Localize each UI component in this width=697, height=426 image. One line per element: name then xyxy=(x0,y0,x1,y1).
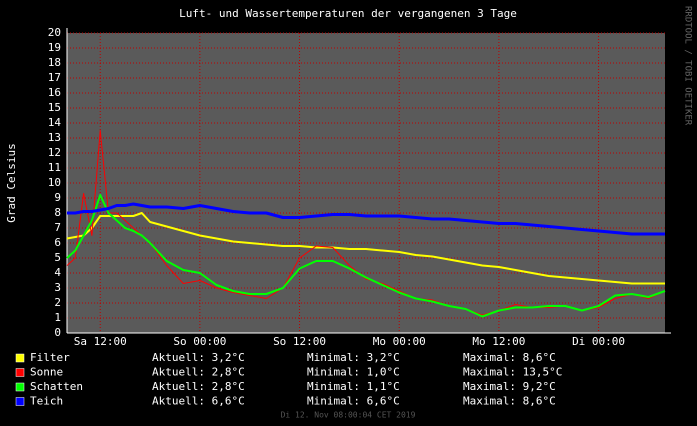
y-tick-label: 14 xyxy=(48,116,62,129)
y-tick-label: 17 xyxy=(48,71,61,84)
legend-swatch xyxy=(15,353,25,363)
y-tick-label: 5 xyxy=(54,251,61,264)
y-tick-label: 20 xyxy=(48,26,61,39)
watermark: RRDTOOL / TOBI OETIKER xyxy=(683,6,693,126)
legend-stat: Minimal: 1,0°C xyxy=(307,366,400,379)
y-tick-label: 9 xyxy=(54,191,61,204)
y-tick-label: 15 xyxy=(48,101,61,114)
y-tick-label: 0 xyxy=(54,326,61,339)
x-tick-label: Mo 12:00 xyxy=(472,335,525,348)
y-tick-label: 13 xyxy=(48,131,61,144)
legend-swatch xyxy=(15,397,25,406)
y-tick-label: 3 xyxy=(54,281,61,294)
plot-area xyxy=(67,33,665,333)
legend-stat: Minimal: 3,2°C xyxy=(307,351,400,364)
legend-stat: Maximal: 13,5°C xyxy=(463,366,562,379)
x-tick-label: So 00:00 xyxy=(173,335,226,348)
y-tick-label: 6 xyxy=(54,236,61,249)
y-tick-label: 19 xyxy=(48,41,61,54)
legend-stat: Minimal: 6,6°C xyxy=(307,395,400,408)
y-tick-label: 16 xyxy=(48,86,61,99)
legend-stat: Aktuell: 3,2°C xyxy=(152,351,245,364)
legend-stat: Aktuell: 2,8°C xyxy=(152,366,245,379)
legend-stat: Minimal: 1,1°C xyxy=(307,380,400,393)
chart-title: Luft- und Wassertemperaturen der vergang… xyxy=(179,7,517,20)
y-tick-label: 12 xyxy=(48,146,61,159)
x-tick-label: Sa 12:00 xyxy=(74,335,127,348)
x-tick-label: So 12:00 xyxy=(273,335,326,348)
y-tick-label: 10 xyxy=(48,176,61,189)
y-tick-label: 7 xyxy=(54,221,61,234)
legend-swatch xyxy=(15,368,25,377)
y-tick-label: 8 xyxy=(54,206,61,219)
y-tick-label: 18 xyxy=(48,56,61,69)
y-tick-label: 11 xyxy=(48,161,61,174)
legend-stat: Maximal: 9,2°C xyxy=(463,380,556,393)
legend-stat: Maximal: 8,6°C xyxy=(463,351,556,364)
legend-stat: Aktuell: 2,8°C xyxy=(152,380,245,393)
y-tick-label: 2 xyxy=(54,296,61,309)
series-line xyxy=(66,194,666,318)
footer: Di 12. Nov 08:00:04 CET 2019 xyxy=(281,411,416,420)
y-tick-label: 4 xyxy=(54,266,61,279)
legend-label: Sonne xyxy=(30,366,63,379)
legend-label: Schatten xyxy=(30,380,83,393)
series-line xyxy=(66,212,665,285)
legend-swatch xyxy=(15,382,25,392)
legend-label: Teich xyxy=(30,395,63,408)
x-tick-label: Mo 00:00 xyxy=(373,335,426,348)
legend-stat: Aktuell: 6,6°C xyxy=(152,395,245,408)
y-axis-label: Grad Celsius xyxy=(5,143,18,222)
legend-label: Filter xyxy=(30,351,70,364)
legend-stat: Maximal: 8,6°C xyxy=(463,395,556,408)
x-tick-label: Di 00:00 xyxy=(572,335,625,348)
series-line xyxy=(66,130,666,316)
y-tick-label: 1 xyxy=(54,311,61,324)
series-line xyxy=(67,202,665,236)
